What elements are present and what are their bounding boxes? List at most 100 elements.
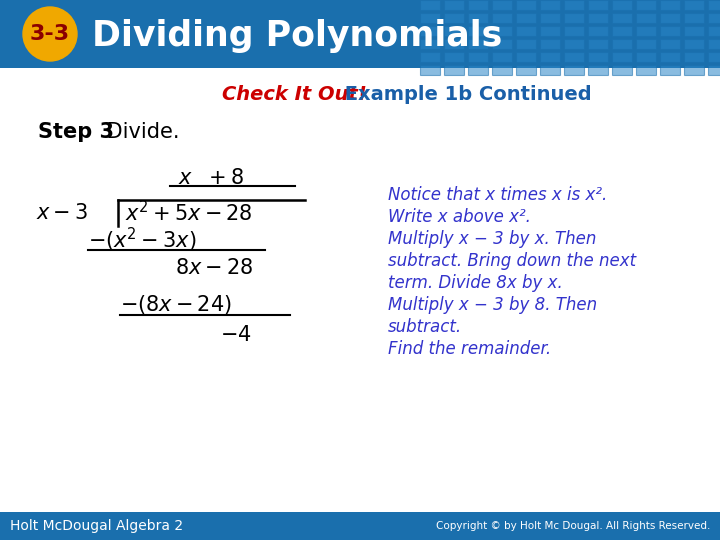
- FancyBboxPatch shape: [588, 26, 608, 36]
- Text: subtract.: subtract.: [388, 318, 462, 336]
- Text: Divide.: Divide.: [100, 122, 179, 142]
- Text: Example 1b Continued: Example 1b Continued: [338, 84, 592, 104]
- FancyBboxPatch shape: [444, 0, 464, 10]
- FancyBboxPatch shape: [540, 13, 560, 23]
- FancyBboxPatch shape: [660, 13, 680, 23]
- FancyBboxPatch shape: [540, 26, 560, 36]
- FancyBboxPatch shape: [540, 52, 560, 62]
- FancyBboxPatch shape: [516, 0, 536, 10]
- FancyBboxPatch shape: [420, 39, 440, 49]
- FancyBboxPatch shape: [540, 65, 560, 75]
- FancyBboxPatch shape: [516, 13, 536, 23]
- FancyBboxPatch shape: [564, 52, 584, 62]
- FancyBboxPatch shape: [492, 65, 512, 75]
- Text: 3-3: 3-3: [30, 24, 70, 44]
- FancyBboxPatch shape: [516, 65, 536, 75]
- FancyBboxPatch shape: [660, 65, 680, 75]
- FancyBboxPatch shape: [564, 0, 584, 10]
- FancyBboxPatch shape: [0, 0, 720, 68]
- FancyBboxPatch shape: [516, 52, 536, 62]
- Text: Step 3: Step 3: [38, 122, 114, 142]
- FancyBboxPatch shape: [492, 0, 512, 10]
- FancyBboxPatch shape: [708, 52, 720, 62]
- Text: Multiply x − 3 by 8. Then: Multiply x − 3 by 8. Then: [388, 296, 597, 314]
- FancyBboxPatch shape: [660, 26, 680, 36]
- FancyBboxPatch shape: [708, 26, 720, 36]
- Text: $x\ \ +8$: $x\ \ +8$: [178, 168, 244, 188]
- Text: $-(x^2-3x)$: $-(x^2-3x)$: [88, 226, 197, 254]
- FancyBboxPatch shape: [684, 0, 704, 10]
- FancyBboxPatch shape: [564, 13, 584, 23]
- FancyBboxPatch shape: [636, 0, 656, 10]
- FancyBboxPatch shape: [612, 52, 632, 62]
- FancyBboxPatch shape: [588, 65, 608, 75]
- FancyBboxPatch shape: [612, 26, 632, 36]
- FancyBboxPatch shape: [516, 26, 536, 36]
- Text: subtract. Bring down the next: subtract. Bring down the next: [388, 252, 636, 270]
- FancyBboxPatch shape: [684, 65, 704, 75]
- FancyBboxPatch shape: [684, 26, 704, 36]
- FancyBboxPatch shape: [588, 13, 608, 23]
- FancyBboxPatch shape: [612, 0, 632, 10]
- FancyBboxPatch shape: [468, 65, 488, 75]
- FancyBboxPatch shape: [468, 26, 488, 36]
- FancyBboxPatch shape: [444, 26, 464, 36]
- FancyBboxPatch shape: [588, 39, 608, 49]
- Text: $8x-28$: $8x-28$: [175, 258, 253, 278]
- FancyBboxPatch shape: [492, 26, 512, 36]
- Text: term. Divide 8x by x.: term. Divide 8x by x.: [388, 274, 563, 292]
- FancyBboxPatch shape: [612, 39, 632, 49]
- FancyBboxPatch shape: [660, 0, 680, 10]
- FancyBboxPatch shape: [444, 65, 464, 75]
- FancyBboxPatch shape: [612, 13, 632, 23]
- FancyBboxPatch shape: [636, 26, 656, 36]
- FancyBboxPatch shape: [636, 52, 656, 62]
- FancyBboxPatch shape: [684, 39, 704, 49]
- Text: Check It Out!: Check It Out!: [222, 84, 366, 104]
- FancyBboxPatch shape: [564, 26, 584, 36]
- FancyBboxPatch shape: [708, 65, 720, 75]
- FancyBboxPatch shape: [708, 39, 720, 49]
- FancyBboxPatch shape: [420, 26, 440, 36]
- FancyBboxPatch shape: [420, 52, 440, 62]
- FancyBboxPatch shape: [636, 65, 656, 75]
- FancyBboxPatch shape: [468, 52, 488, 62]
- FancyBboxPatch shape: [540, 39, 560, 49]
- FancyBboxPatch shape: [612, 65, 632, 75]
- Text: Holt McDougal Algebra 2: Holt McDougal Algebra 2: [10, 519, 183, 533]
- FancyBboxPatch shape: [0, 512, 720, 540]
- FancyBboxPatch shape: [564, 39, 584, 49]
- FancyBboxPatch shape: [468, 13, 488, 23]
- FancyBboxPatch shape: [684, 13, 704, 23]
- FancyBboxPatch shape: [492, 13, 512, 23]
- FancyBboxPatch shape: [636, 39, 656, 49]
- FancyBboxPatch shape: [636, 13, 656, 23]
- FancyBboxPatch shape: [492, 52, 512, 62]
- Text: Write x above x².: Write x above x².: [388, 208, 531, 226]
- Text: Multiply x − 3 by x. Then: Multiply x − 3 by x. Then: [388, 230, 596, 248]
- Text: $x-3$: $x-3$: [36, 203, 88, 223]
- FancyBboxPatch shape: [684, 52, 704, 62]
- Text: $x^2+5x-28$: $x^2+5x-28$: [125, 200, 253, 226]
- FancyBboxPatch shape: [492, 39, 512, 49]
- Text: Find the remainder.: Find the remainder.: [388, 340, 551, 358]
- FancyBboxPatch shape: [468, 39, 488, 49]
- FancyBboxPatch shape: [660, 39, 680, 49]
- Text: $-(8x-24)$: $-(8x-24)$: [120, 294, 232, 316]
- FancyBboxPatch shape: [420, 65, 440, 75]
- FancyBboxPatch shape: [540, 0, 560, 10]
- FancyBboxPatch shape: [564, 65, 584, 75]
- FancyBboxPatch shape: [588, 52, 608, 62]
- Text: $-4$: $-4$: [220, 325, 251, 345]
- FancyBboxPatch shape: [444, 13, 464, 23]
- FancyBboxPatch shape: [660, 52, 680, 62]
- FancyBboxPatch shape: [444, 39, 464, 49]
- FancyBboxPatch shape: [444, 52, 464, 62]
- Text: Dividing Polynomials: Dividing Polynomials: [92, 19, 503, 53]
- FancyBboxPatch shape: [708, 13, 720, 23]
- Text: Notice that x times x is x².: Notice that x times x is x².: [388, 186, 607, 204]
- FancyBboxPatch shape: [588, 0, 608, 10]
- Circle shape: [23, 7, 77, 61]
- FancyBboxPatch shape: [420, 13, 440, 23]
- FancyBboxPatch shape: [516, 39, 536, 49]
